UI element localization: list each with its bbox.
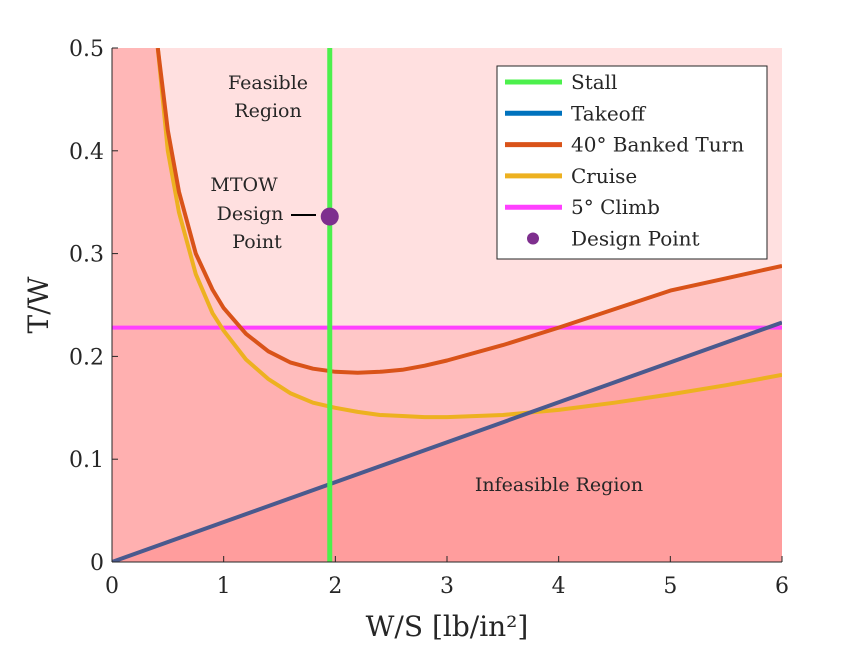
y-tick-label: 0.4 — [69, 140, 104, 165]
x-tick-label: 6 — [775, 574, 789, 599]
legend-box — [496, 65, 768, 260]
legend: Stall Takeoff 40° Banked Turn Cruise 5° Clim… — [496, 65, 768, 260]
x-axis-label: W/S [lb/in²] — [366, 610, 529, 643]
cruise-curve — [155, 48, 782, 420]
x-tick-label: 4 — [552, 574, 566, 599]
legend-label: 5° Climb — [571, 195, 660, 219]
x-tick-label: 2 — [328, 574, 342, 599]
design-point-marker — [320, 207, 339, 226]
series-layer — [112, 48, 782, 562]
y-tick-label: 0 — [90, 551, 104, 576]
mtow-label-line2: Design — [217, 203, 284, 225]
mtow-label-line1: MTOW — [210, 174, 278, 196]
feasible-region-label-line2: Region — [234, 100, 301, 122]
legend-label: Cruise — [571, 164, 637, 188]
infeasible-region-label: Infeasible Region — [475, 474, 643, 496]
legend-label: 40° Banked Turn — [571, 133, 744, 157]
tick-labels: 0 1 2 3 4 5 6 0 0.1 0.2 0.3 0.4 0.5 — [69, 37, 789, 599]
x-tick-label: 3 — [440, 574, 454, 599]
x-tick-label: 1 — [217, 574, 231, 599]
x-tick-label: 0 — [105, 574, 119, 599]
x-tick-label: 5 — [663, 574, 677, 599]
y-tick-label: 0.5 — [69, 37, 104, 62]
y-axis-label: T/W — [22, 276, 55, 333]
mtow-label-line3: Point — [232, 231, 282, 253]
y-tick-label: 0.3 — [69, 243, 104, 268]
takeoff-line — [112, 320, 782, 562]
y-tick-label: 0.1 — [69, 448, 104, 473]
axes — [111, 47, 783, 563]
legend-label: Takeoff — [571, 101, 647, 125]
feasible-region-label-line1: Feasible — [228, 72, 308, 94]
legend-marker-design-point — [527, 232, 539, 245]
legend-label: Stall — [571, 70, 617, 94]
y-tick-label: 0.2 — [69, 345, 104, 370]
banked-turn-curve — [155, 48, 782, 375]
legend-label: Design Point — [571, 227, 700, 251]
cruise-infeasible-fill — [112, 48, 782, 562]
